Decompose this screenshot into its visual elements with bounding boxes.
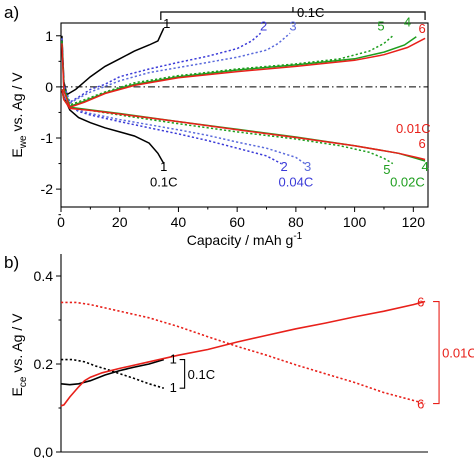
x-tick-label-a: 120 xyxy=(402,214,426,230)
series-b-1-solid-line xyxy=(60,358,165,386)
y-tick-label-b: 0,0 xyxy=(34,444,54,458)
annotation-label: 4 xyxy=(404,15,411,30)
annotation-label: 3 xyxy=(289,19,296,34)
y-axis-label-b-rest: vs. Ag / V xyxy=(9,313,25,377)
x-tick-label-a: 60 xyxy=(229,214,245,230)
annotation-label: 5 xyxy=(377,19,384,34)
x-tick-label-a: 20 xyxy=(112,214,128,230)
series-6-discharge-line xyxy=(61,89,426,161)
x-tick-label-a: 40 xyxy=(171,214,187,230)
series-1-discharge-line xyxy=(61,89,165,164)
series-5-discharge-line xyxy=(61,89,394,165)
annotation-b-red-6-dotted: 6 xyxy=(417,397,424,412)
series-2-discharge-line xyxy=(61,89,282,165)
y-tick-label-a: 1 xyxy=(45,28,53,44)
x-tick-label-a: 0 xyxy=(57,214,65,230)
y-axis-label-a-rest: vs. Ag / V xyxy=(9,72,25,136)
y-axis-label-a-sub: we xyxy=(18,135,29,149)
x-axis-label-text: Capacity / mAh g xyxy=(187,232,294,248)
series-b-1-dotted-line xyxy=(61,358,165,389)
annotation-b-red-6: 6 xyxy=(417,295,424,310)
annotation-label: 6 xyxy=(419,136,426,151)
series-2-charge-line xyxy=(61,32,262,104)
y-tick-label-a: 0 xyxy=(45,79,53,95)
bracket-b-black xyxy=(179,359,186,389)
annotation-b-black-1-dotted: 1 xyxy=(170,380,177,395)
x-tick-label-a: 80 xyxy=(288,214,304,230)
y-tick-label-a: -2 xyxy=(41,181,54,197)
annotation-label: 2 xyxy=(281,159,288,174)
y-axis-label-b: Ece vs. Ag / V xyxy=(9,313,29,397)
series-3-charge-line xyxy=(61,32,291,105)
bracket-label-b-red: 0.01C xyxy=(442,346,474,361)
x-axis-label: Capacity / mAh g-1 xyxy=(187,231,303,248)
y-axis-label-b-main: E xyxy=(9,387,25,396)
y-tick-label-b: 0.4 xyxy=(34,268,54,284)
annotation-label: 4 xyxy=(421,159,428,174)
annotation-label: 1 xyxy=(163,16,170,31)
annotation-label: 1 xyxy=(160,159,167,174)
annotation-b-black-1: 1 xyxy=(170,352,177,367)
panel-label-a: a) xyxy=(4,3,19,22)
series-3-discharge-line xyxy=(61,89,306,165)
panel-label-b: b) xyxy=(4,253,19,272)
series-5-charge-line xyxy=(61,35,394,106)
series-b-6-solid-line xyxy=(60,300,426,407)
series-1-charge-line xyxy=(61,27,165,96)
annotation-label: 5 xyxy=(383,162,390,177)
x-tick-label-a: 100 xyxy=(343,214,367,230)
y-axis-label-b-sub: ce xyxy=(18,376,29,387)
y-axis-label-a: Ewe vs. Ag / V xyxy=(9,72,29,158)
bracket-b-red xyxy=(433,300,440,405)
x-axis-label-sup: -1 xyxy=(293,231,302,242)
plot-frame-a xyxy=(60,22,429,208)
y-tick-label-a: -1 xyxy=(41,130,54,146)
series-b-6-dotted-line xyxy=(61,301,426,405)
annotation-label: 2 xyxy=(260,19,267,34)
annotation-label: 6 xyxy=(419,21,426,36)
series-6-charge-line xyxy=(61,37,426,109)
bracket-label-b-black: 0.1C xyxy=(188,367,215,382)
annotation-label: 0.1C xyxy=(150,175,177,190)
annotation-label: 3 xyxy=(304,159,311,174)
bracket-label-0-1c: 0.1C xyxy=(297,5,324,20)
annotation-label: 0.01C xyxy=(396,121,431,136)
y-tick-label-b: 0.2 xyxy=(34,356,54,372)
y-axis-label-a-main: E xyxy=(9,148,25,157)
panel-b: b) 0.4 0.2 0,0 Ece vs. Ag / V 1 1 0.1C 6 6 0.01C xyxy=(4,253,474,458)
annotation-label: 0.02C xyxy=(390,175,425,190)
annotation-label: 0.04C xyxy=(279,175,314,190)
